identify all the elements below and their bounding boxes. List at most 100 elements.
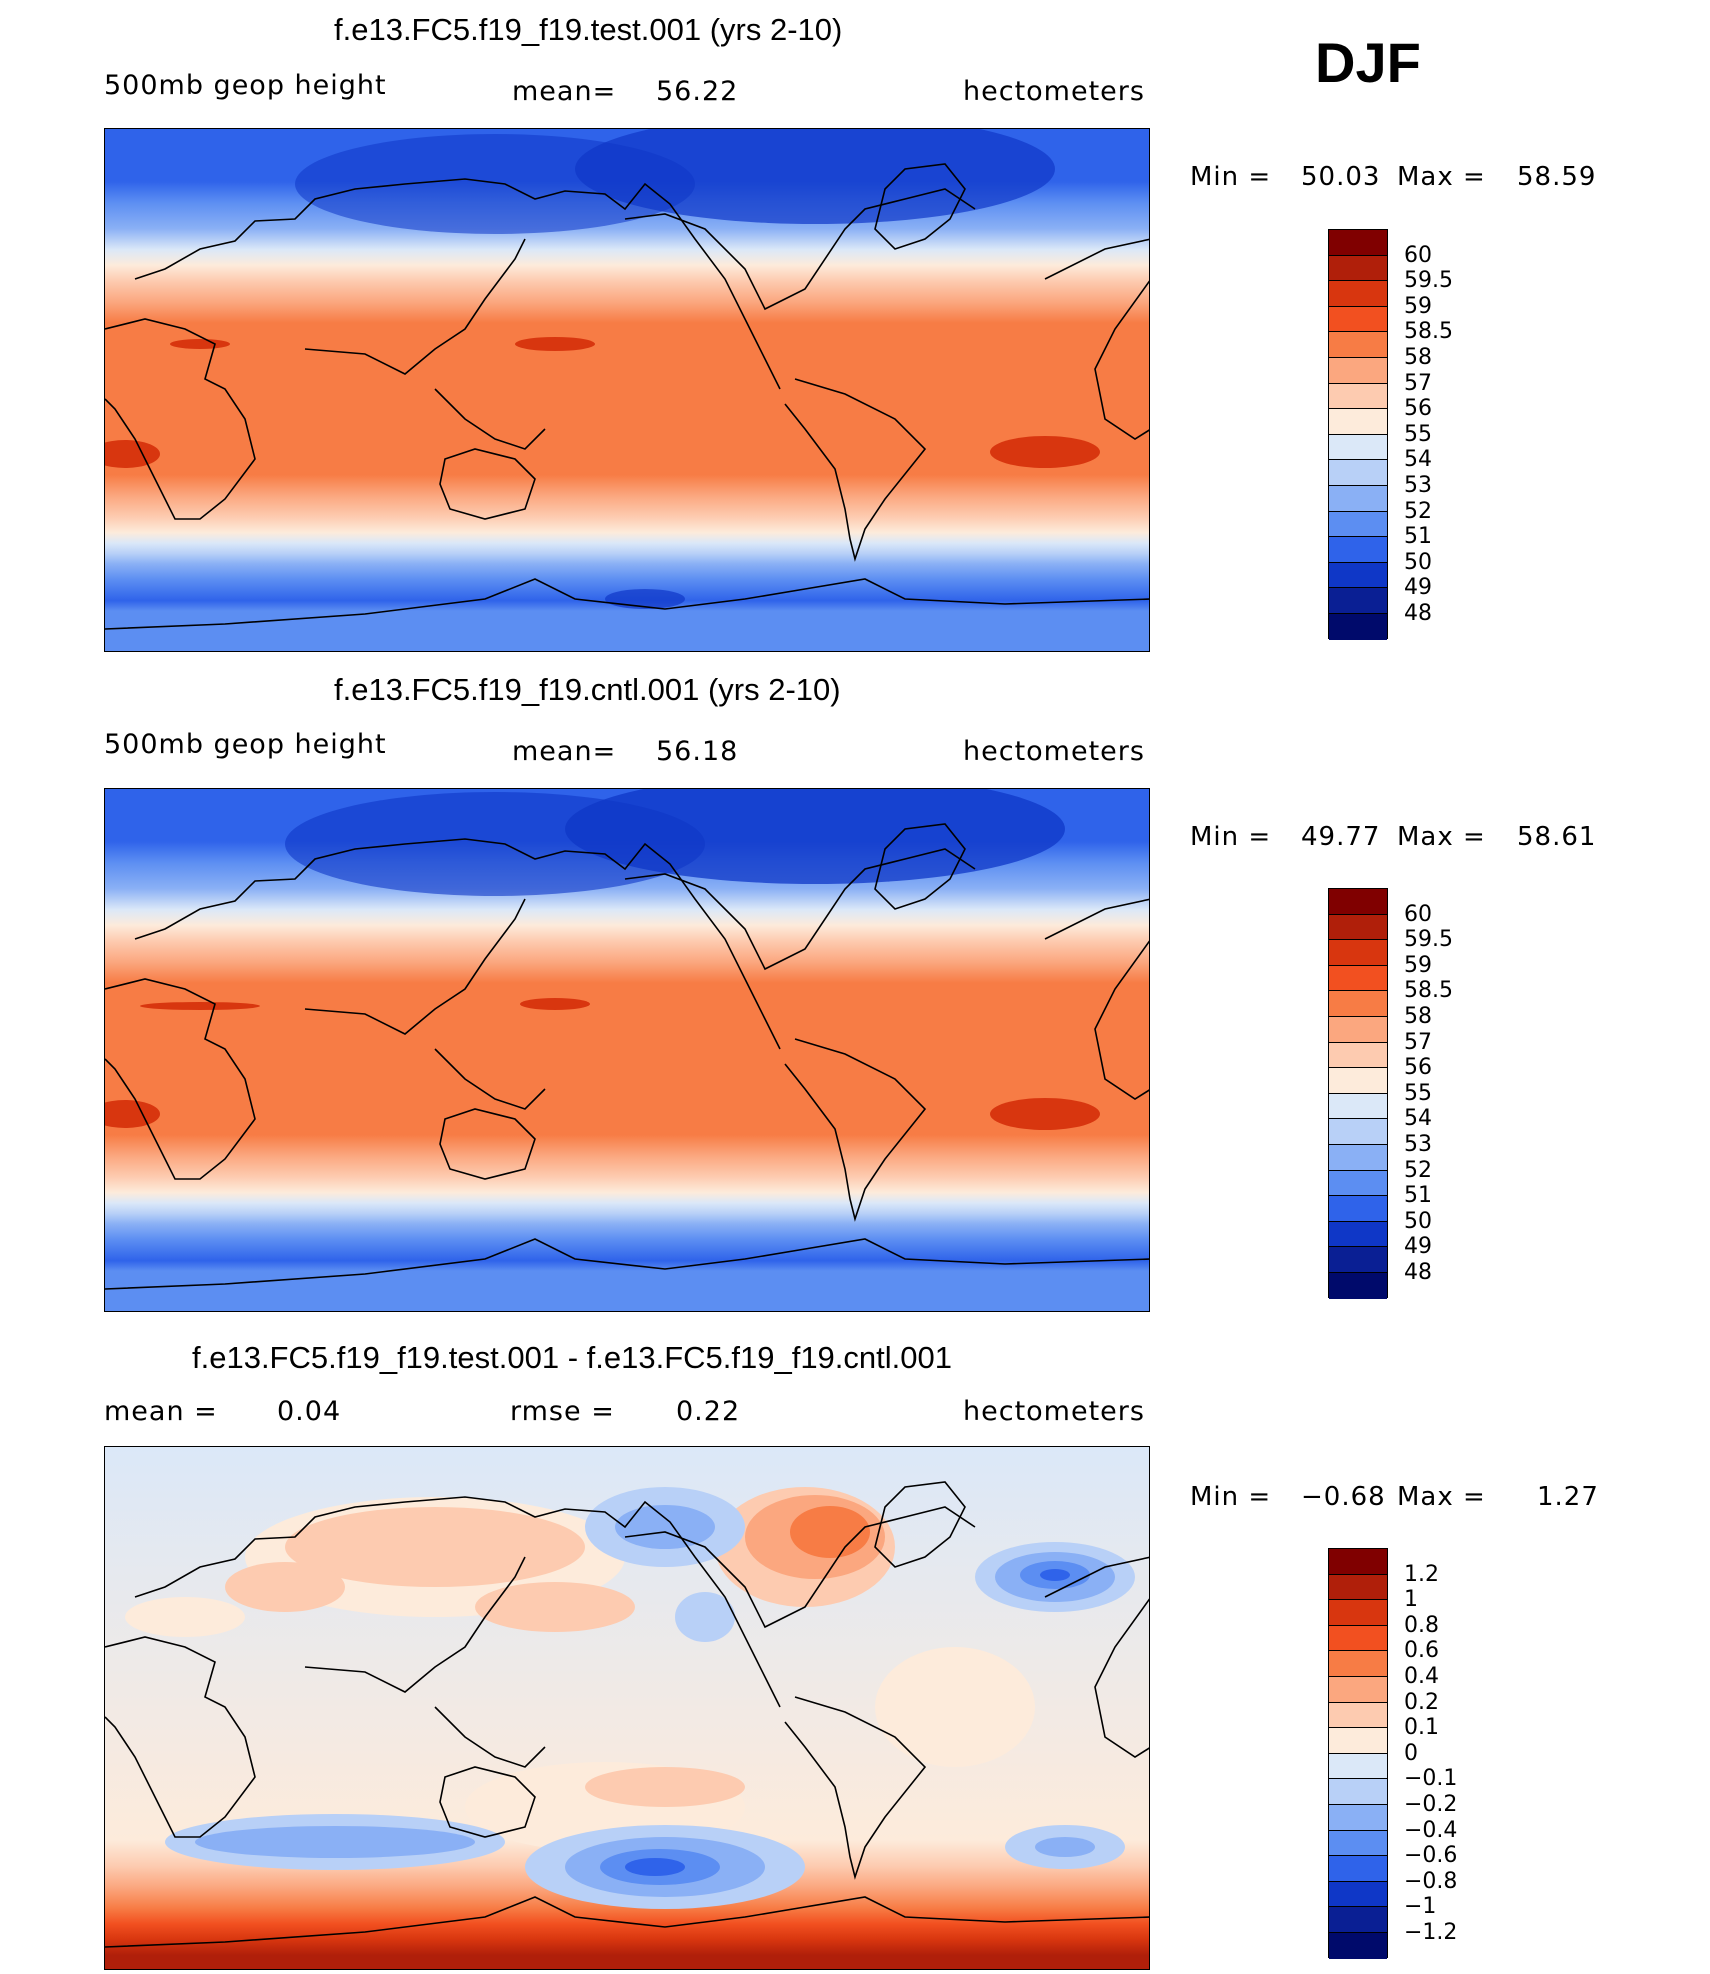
colorbar-tick-label: 48	[1404, 1260, 1432, 1285]
colorbar-tick-label: 58.5	[1404, 978, 1453, 1004]
colorbar-tick-label: 0.6	[1404, 1638, 1439, 1664]
colorbar-tick-label: 60	[1404, 901, 1432, 927]
panel1-max-value: 58.59	[1517, 162, 1597, 192]
colorbar-segment	[1329, 511, 1387, 538]
colorbar-segment	[1329, 1625, 1387, 1652]
colorbar-segment	[1329, 332, 1387, 358]
panel1-colorbar	[1328, 229, 1388, 640]
colorbar-tick-label: −0.8	[1404, 1868, 1458, 1894]
colorbar-tick-label: 1.2	[1404, 1561, 1439, 1587]
colorbar-segment	[1329, 1144, 1387, 1171]
panel1-title: f.e13.FC5.f19_f19.test.001 (yrs 2-10)	[334, 12, 843, 47]
colorbar-tick-label: 0.1	[1404, 1715, 1439, 1741]
colorbar-segment	[1329, 434, 1387, 461]
colorbar-segment	[1329, 281, 1387, 307]
colorbar-segment	[1329, 1272, 1387, 1299]
panel1-max-label: Max =	[1397, 162, 1486, 192]
colorbar-segment	[1329, 588, 1387, 614]
panel2-title: f.e13.FC5.f19_f19.cntl.001 (yrs 2-10)	[334, 672, 841, 707]
colorbar-tick-label: −0.6	[1404, 1843, 1458, 1869]
panel2-max-value: 58.61	[1517, 822, 1597, 852]
panel2-min-label: Min =	[1190, 822, 1272, 852]
colorbar-tick-label: 59	[1404, 952, 1432, 978]
colorbar-segment	[1329, 914, 1387, 941]
panel3-max-label: Max =	[1397, 1482, 1486, 1512]
colorbar-tick-label: −1	[1404, 1894, 1437, 1920]
colorbar-segment	[1329, 613, 1387, 640]
panel3-mean-value: 0.04	[277, 1396, 342, 1427]
colorbar-segment	[1329, 1779, 1387, 1805]
colorbar-tick-label: 0.2	[1404, 1689, 1439, 1715]
colorbar-segment	[1329, 357, 1387, 384]
colorbar-segment	[1329, 1676, 1387, 1703]
panel2-variable: 500mb geop height	[104, 729, 387, 760]
colorbar-tick-label: 56	[1404, 396, 1432, 422]
colorbar-segment	[1329, 991, 1387, 1017]
colorbar-tick-label: −0.4	[1404, 1817, 1458, 1843]
colorbar-segment	[1329, 1119, 1387, 1145]
colorbar-segment	[1329, 1600, 1387, 1626]
colorbar-segment	[1329, 306, 1387, 333]
colorbar-segment	[1329, 1016, 1387, 1043]
colorbar-segment	[1329, 940, 1387, 966]
colorbar-segment	[1329, 1932, 1387, 1959]
colorbar-tick-label: 0.8	[1404, 1612, 1439, 1638]
panel3-field	[105, 1447, 1149, 1969]
colorbar-tick-label: 59.5	[1404, 927, 1453, 953]
colorbar-segment	[1329, 1881, 1387, 1908]
colorbar-segment	[1329, 1068, 1387, 1094]
colorbar-tick-label: 55	[1404, 1080, 1432, 1106]
panel3-min-label: Min =	[1190, 1482, 1272, 1512]
panel3-title: f.e13.FC5.f19_f19.test.001 - f.e13.FC5.f…	[192, 1340, 952, 1375]
colorbar-tick-label: 51	[1404, 524, 1432, 550]
colorbar-segment	[1329, 1856, 1387, 1882]
colorbar-tick-label: 54	[1404, 1106, 1432, 1132]
panel3-map	[104, 1446, 1150, 1970]
panel1-mean-value: 56.22	[656, 76, 739, 107]
colorbar-tick-label: 51	[1404, 1183, 1432, 1209]
colorbar-tick-label: 60	[1404, 242, 1432, 268]
colorbar-segment	[1329, 537, 1387, 563]
colorbar-tick-label: −0.1	[1404, 1766, 1458, 1792]
panel2-mean-value: 56.18	[656, 736, 739, 767]
colorbar-segment	[1329, 1830, 1387, 1857]
panel3-rmse-label: rmse =	[510, 1396, 615, 1427]
panel2-colorbar	[1328, 888, 1388, 1299]
panel3-max-value: 1.27	[1537, 1482, 1599, 1512]
panel2-mean-label: mean=	[512, 736, 617, 767]
colorbar-tick-label: 0.4	[1404, 1664, 1439, 1689]
colorbar-segment	[1329, 1804, 1387, 1831]
colorbar-segment	[1329, 1549, 1387, 1575]
colorbar-segment	[1329, 1574, 1387, 1601]
colorbar-segment	[1329, 965, 1387, 992]
colorbar-tick-label: 57	[1404, 370, 1432, 396]
colorbar-tick-label: −0.2	[1404, 1792, 1458, 1817]
colorbar-segment	[1329, 460, 1387, 486]
colorbar-segment	[1329, 1196, 1387, 1222]
panel2-coastlines	[105, 823, 1149, 1290]
colorbar-tick-label: 58	[1404, 345, 1432, 370]
panel1-variable: 500mb geop height	[104, 70, 387, 101]
panel1-units: hectometers	[963, 76, 1145, 107]
colorbar-segment	[1329, 1093, 1387, 1120]
colorbar-segment	[1329, 383, 1387, 410]
panel1-coastlines	[105, 163, 1149, 630]
panel3-mean-label: mean =	[104, 1396, 218, 1427]
panel3-rmse-value: 0.22	[676, 1396, 741, 1427]
colorbar-tick-label: 53	[1404, 473, 1432, 498]
colorbar-segment	[1329, 255, 1387, 282]
panel1-min-label: Min =	[1190, 162, 1272, 192]
colorbar-tick-label: 52	[1404, 498, 1432, 524]
panel2-max-label: Max =	[1397, 822, 1486, 852]
colorbar-tick-label: 59.5	[1404, 268, 1453, 294]
panel2-map	[104, 788, 1150, 1312]
panel3-min-value: −0.68	[1301, 1482, 1386, 1512]
colorbar-tick-label: 52	[1404, 1157, 1432, 1183]
colorbar-segment	[1329, 889, 1387, 915]
colorbar-tick-label: 50	[1404, 549, 1432, 575]
colorbar-tick-label: 56	[1404, 1055, 1432, 1081]
panel2-field	[105, 789, 1149, 1311]
colorbar-tick-label: 0	[1404, 1740, 1418, 1766]
colorbar-tick-label: 50	[1404, 1208, 1432, 1234]
colorbar-tick-label: 58	[1404, 1004, 1432, 1029]
